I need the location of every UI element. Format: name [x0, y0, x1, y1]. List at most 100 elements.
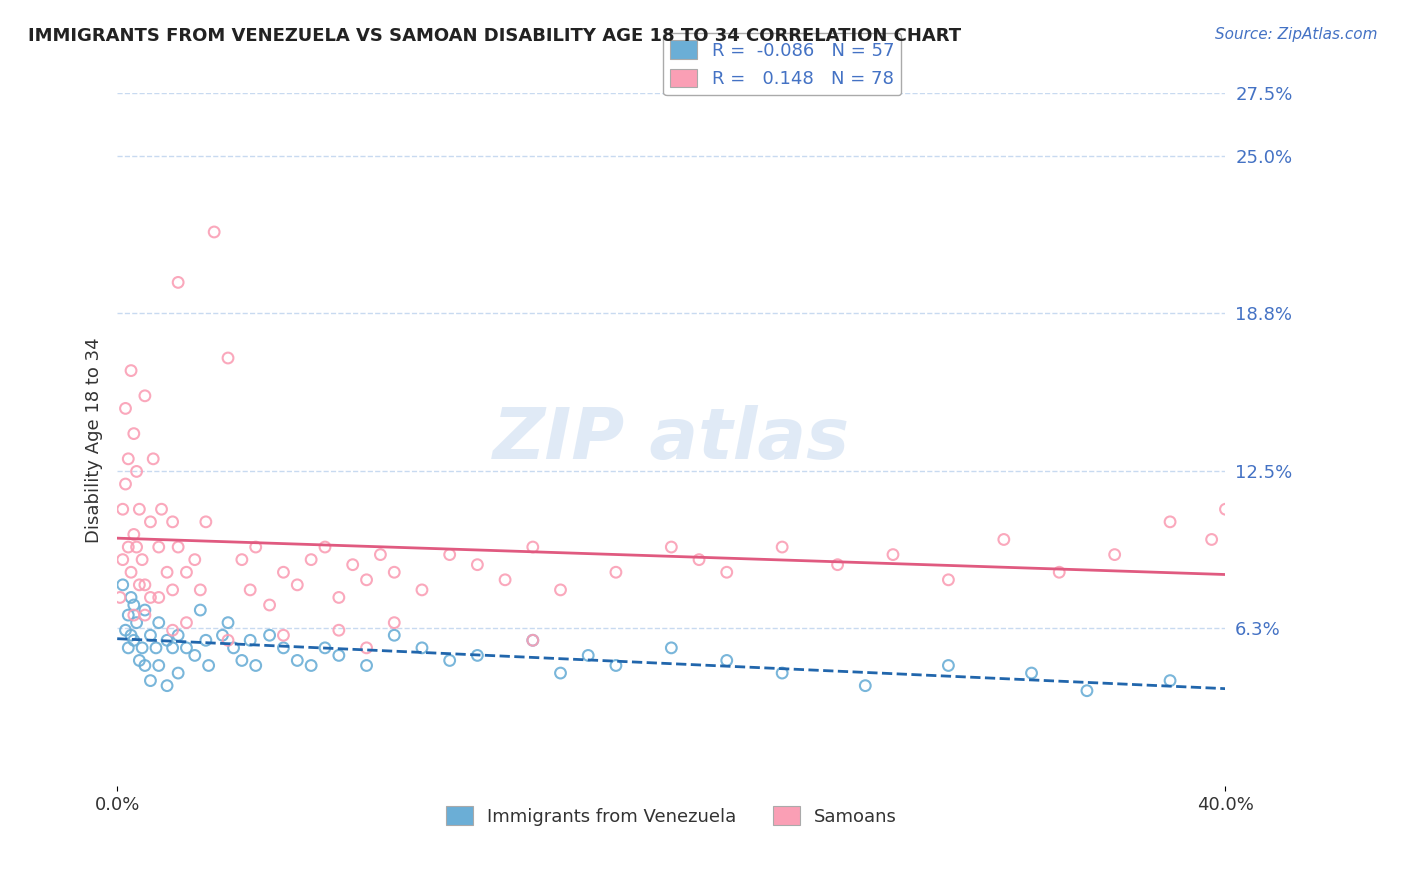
Point: [134, 608, 156, 623]
Point: [239, 633, 262, 648]
Point: [134, 658, 156, 673]
Point: [148, 658, 170, 673]
Point: [328, 648, 350, 663]
Point: [122, 527, 145, 541]
Point: [314, 640, 336, 655]
Point: [576, 648, 599, 663]
Point: [494, 573, 516, 587]
Point: [273, 566, 295, 580]
Point: [382, 615, 405, 630]
Point: [139, 628, 162, 642]
Point: [148, 591, 170, 605]
Point: [273, 640, 295, 655]
Point: [314, 540, 336, 554]
Point: [467, 558, 489, 572]
Point: [139, 673, 162, 688]
Legend: Immigrants from Venezuela, Samoans: Immigrants from Venezuela, Samoans: [439, 799, 904, 833]
Point: [659, 640, 682, 655]
Point: [938, 658, 960, 673]
Point: [184, 552, 207, 566]
Point: [259, 628, 281, 642]
Point: [162, 624, 184, 638]
Point: [770, 540, 793, 554]
Point: [1076, 683, 1098, 698]
Point: [117, 540, 139, 554]
Point: [111, 502, 134, 516]
Point: [128, 653, 150, 667]
Point: [467, 648, 489, 663]
Point: [122, 598, 145, 612]
Point: [356, 573, 378, 587]
Point: [150, 502, 173, 516]
Point: [162, 582, 184, 597]
Point: [145, 640, 167, 655]
Point: [299, 658, 322, 673]
Point: [162, 640, 184, 655]
Point: [605, 566, 627, 580]
Point: [550, 666, 572, 681]
Point: [716, 653, 738, 667]
Point: [128, 502, 150, 516]
Point: [211, 628, 233, 642]
Point: [167, 540, 190, 554]
Point: [231, 552, 253, 566]
Point: [120, 566, 142, 580]
Point: [285, 578, 308, 592]
Point: [370, 548, 392, 562]
Point: [122, 608, 145, 623]
Point: [120, 363, 142, 377]
Point: [134, 389, 156, 403]
Point: [1047, 566, 1070, 580]
Point: [659, 540, 682, 554]
Point: [111, 552, 134, 566]
Y-axis label: Disability Age 18 to 34: Disability Age 18 to 34: [86, 337, 103, 542]
Point: [125, 615, 148, 630]
Point: [194, 515, 217, 529]
Point: [188, 582, 211, 597]
Point: [114, 477, 136, 491]
Point: [356, 640, 378, 655]
Point: [139, 515, 162, 529]
Point: [114, 401, 136, 416]
Point: [162, 515, 184, 529]
Point: [411, 582, 433, 597]
Point: [411, 640, 433, 655]
Point: [356, 658, 378, 673]
Point: [108, 591, 131, 605]
Point: [853, 679, 876, 693]
Point: [148, 615, 170, 630]
Point: [139, 591, 162, 605]
Point: [993, 533, 1015, 547]
Text: ZIP atlas: ZIP atlas: [492, 406, 849, 475]
Point: [197, 658, 219, 673]
Point: [1201, 533, 1223, 547]
Point: [550, 582, 572, 597]
Point: [285, 653, 308, 667]
Point: [605, 658, 627, 673]
Point: [142, 451, 165, 466]
Point: [231, 653, 253, 667]
Point: [114, 624, 136, 638]
Text: IMMIGRANTS FROM VENEZUELA VS SAMOAN DISABILITY AGE 18 TO 34 CORRELATION CHART: IMMIGRANTS FROM VENEZUELA VS SAMOAN DISA…: [28, 27, 962, 45]
Point: [194, 633, 217, 648]
Point: [1159, 673, 1181, 688]
Point: [117, 451, 139, 466]
Point: [382, 566, 405, 580]
Point: [125, 465, 148, 479]
Point: [122, 633, 145, 648]
Point: [120, 628, 142, 642]
Point: [770, 666, 793, 681]
Point: [938, 573, 960, 587]
Point: [1104, 548, 1126, 562]
Point: [299, 552, 322, 566]
Point: [217, 351, 239, 365]
Point: [184, 648, 207, 663]
Point: [156, 679, 179, 693]
Point: [131, 552, 153, 566]
Point: [827, 558, 849, 572]
Point: [688, 552, 710, 566]
Point: [125, 540, 148, 554]
Point: [176, 615, 198, 630]
Point: [522, 540, 544, 554]
Point: [117, 608, 139, 623]
